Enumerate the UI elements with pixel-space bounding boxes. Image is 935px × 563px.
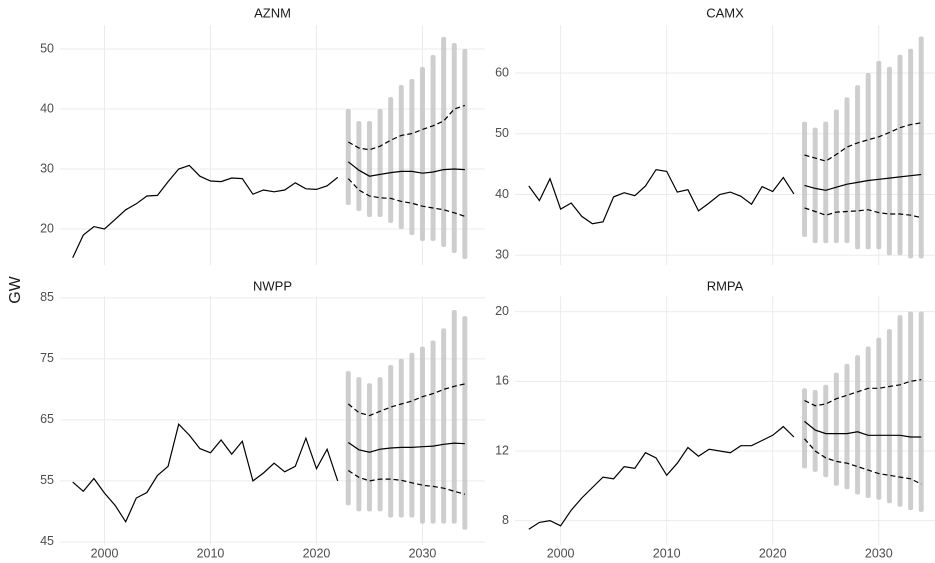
projection-range [366, 121, 372, 217]
projection-range [844, 97, 850, 244]
projection-range [855, 85, 861, 250]
bound-line [804, 207, 922, 219]
projection-range [345, 109, 351, 205]
projection-range [409, 79, 415, 235]
projection-range [419, 346, 425, 524]
projection-range [366, 383, 372, 512]
x-tick-label: 2030 [865, 546, 893, 560]
projection-range [398, 85, 404, 229]
y-tick-label: 65 [40, 412, 54, 426]
projection-range [865, 73, 871, 250]
bound-line [348, 104, 466, 151]
projection-range [833, 372, 839, 486]
projection-range [833, 109, 839, 244]
projection-range [812, 127, 818, 244]
projection-range [886, 66, 892, 256]
projection-range [441, 37, 447, 247]
projection-range [398, 358, 404, 518]
y-tick-label: 12 [495, 443, 509, 457]
projection-range [802, 121, 808, 238]
x-tick-label: 2020 [303, 546, 331, 560]
projection-range [886, 329, 892, 504]
series-line [72, 164, 339, 259]
projection-range [908, 48, 914, 259]
projection-range [918, 311, 924, 512]
panel-title: NWPP [253, 278, 292, 293]
x-tick-label: 2000 [547, 546, 575, 560]
projection-range [441, 328, 447, 524]
series-line [528, 168, 795, 225]
projection-range [462, 316, 468, 530]
bound-line [347, 178, 466, 217]
x-tick-label: 2010 [653, 546, 681, 560]
y-tick-label: 85 [40, 290, 54, 304]
series-line [528, 425, 795, 530]
projection-range [908, 311, 914, 511]
projection-range [876, 337, 882, 500]
series-line [347, 442, 465, 453]
series-line [72, 423, 339, 524]
y-tick-label: 30 [40, 161, 54, 175]
projection-range [802, 388, 808, 469]
y-tick-label: 30 [495, 248, 509, 262]
bound-line [804, 379, 922, 407]
projection-range [897, 315, 903, 507]
y-tick-label: 40 [495, 187, 509, 201]
y-tick-label: 50 [495, 126, 509, 140]
y-tick-label: 20 [40, 221, 54, 235]
projection-range [876, 60, 882, 250]
bound-line [804, 122, 922, 162]
projection-range [345, 371, 351, 506]
projection-range [388, 364, 394, 518]
y-tick-label: 50 [40, 41, 54, 55]
projection-range [356, 377, 362, 512]
series-line [804, 173, 922, 191]
y-tick-label: 45 [40, 534, 54, 548]
y-tick-label: 75 [40, 351, 54, 365]
y-tick-label: 55 [40, 473, 54, 487]
projection-range [419, 67, 425, 241]
x-tick-label: 2000 [91, 546, 119, 560]
projection-range [430, 340, 436, 524]
y-tick-label: 8 [502, 513, 509, 527]
bound-line [347, 469, 466, 495]
projection-range [377, 377, 383, 512]
projection-range [855, 355, 861, 495]
panel-title: RMPA [707, 278, 744, 293]
projection-range [430, 55, 436, 241]
projection-range [462, 49, 468, 259]
y-axis-label: GW [7, 275, 24, 303]
panel-title: CAMX [706, 5, 744, 20]
series-line [347, 161, 465, 177]
projection-range [409, 352, 415, 518]
projection-range [823, 121, 829, 244]
y-tick-label: 40 [40, 101, 54, 115]
bound-line [804, 438, 922, 485]
x-tick-label: 2010 [197, 546, 225, 560]
projection-range [865, 346, 871, 498]
projection-range [451, 310, 457, 524]
projection-range [356, 121, 362, 211]
projection-range [918, 36, 924, 259]
panel-title: AZNM [254, 5, 291, 20]
bound-line [347, 383, 466, 417]
projection-range [897, 54, 903, 256]
y-tick-label: 16 [495, 374, 509, 388]
projection-range [844, 363, 850, 490]
projection-range [388, 97, 394, 223]
projection-range [451, 43, 457, 253]
x-tick-label: 2020 [759, 546, 787, 560]
projection-range [823, 384, 829, 478]
x-tick-label: 2030 [409, 546, 437, 560]
y-tick-label: 20 [495, 304, 509, 318]
series-line [804, 420, 922, 438]
projection-range [377, 109, 383, 217]
y-tick-label: 60 [495, 65, 509, 79]
